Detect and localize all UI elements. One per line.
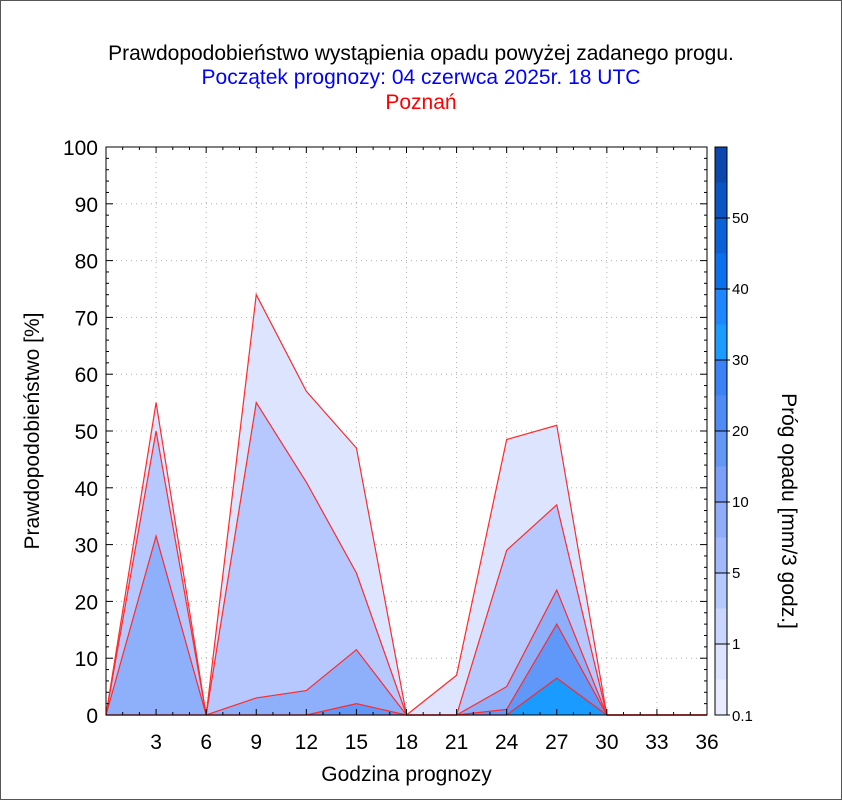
colorbar-tick-label: 50 xyxy=(732,210,749,227)
colorbar-segment xyxy=(715,218,727,254)
x-tick-label: 6 xyxy=(200,731,212,754)
x-tick-label: 3 xyxy=(150,731,162,754)
x-tick-label: 30 xyxy=(595,731,618,754)
colorbar-segment xyxy=(715,147,727,183)
colorbar-segment xyxy=(715,644,727,680)
colorbar-segment xyxy=(715,502,727,538)
colorbar-segment xyxy=(715,289,727,325)
y-tick-label: 20 xyxy=(75,591,98,614)
colorbar-tick-label: 5 xyxy=(732,565,740,582)
chart-subtitle: Początek prognozy: 04 czerwca 2025r. 18 … xyxy=(201,66,641,89)
colorbar-tick-label: 20 xyxy=(732,423,749,440)
x-tick-label: 36 xyxy=(695,731,718,754)
y-tick-label: 40 xyxy=(75,478,98,501)
area-threshold-5 xyxy=(106,678,707,715)
y-tick-label: 50 xyxy=(75,421,98,444)
colorbar-segment xyxy=(715,253,727,289)
x-tick-label: 24 xyxy=(495,731,519,754)
y-tick-label: 80 xyxy=(75,251,98,274)
x-tick-label: 27 xyxy=(545,731,568,754)
colorbar-segment xyxy=(715,324,727,360)
chart-title: Prawdopodobieństwo wystąpienia opadu pow… xyxy=(108,42,734,65)
y-axis-label: Prawdopodobieństwo [%] xyxy=(21,313,44,550)
x-axis-label: Godzina prognozy xyxy=(321,763,492,786)
colorbar-tick-label: 0.1 xyxy=(732,708,753,725)
colorbar-tick-label: 40 xyxy=(732,281,749,298)
x-tick-label: 21 xyxy=(445,731,468,754)
y-tick-label: 0 xyxy=(86,705,98,728)
x-tick-label: 33 xyxy=(645,731,668,754)
y-tick-label: 70 xyxy=(75,307,98,330)
colorbar-segment xyxy=(715,679,727,715)
y-tick-label: 30 xyxy=(75,535,98,558)
colorbar-label: Próg opadu [mm/3 godz.] xyxy=(777,393,800,629)
colorbar-tick-label: 30 xyxy=(732,352,749,369)
x-tick-label: 12 xyxy=(295,731,318,754)
colorbar-tick-label: 10 xyxy=(732,494,749,511)
colorbar-segment xyxy=(715,431,727,467)
colorbar-segment xyxy=(715,360,727,396)
colorbar-segment xyxy=(715,182,727,218)
x-tick-label: 9 xyxy=(250,731,262,754)
x-tick-label: 15 xyxy=(345,731,368,754)
colorbar-tick-label: 1 xyxy=(732,636,740,653)
colorbar-segment xyxy=(715,608,727,644)
area-threshold-0.5 xyxy=(106,402,707,715)
colorbar-segment xyxy=(715,573,727,609)
colorbar-segment xyxy=(715,537,727,573)
colorbar-segment xyxy=(715,395,727,431)
y-tick-label: 90 xyxy=(75,194,98,217)
chart-location: Poznań xyxy=(385,91,457,114)
x-tick-label: 18 xyxy=(395,731,418,754)
y-tick-label: 10 xyxy=(75,648,98,671)
colorbar-segment xyxy=(715,466,727,502)
y-tick-label: 60 xyxy=(75,364,98,387)
y-tick-label: 100 xyxy=(63,137,98,160)
